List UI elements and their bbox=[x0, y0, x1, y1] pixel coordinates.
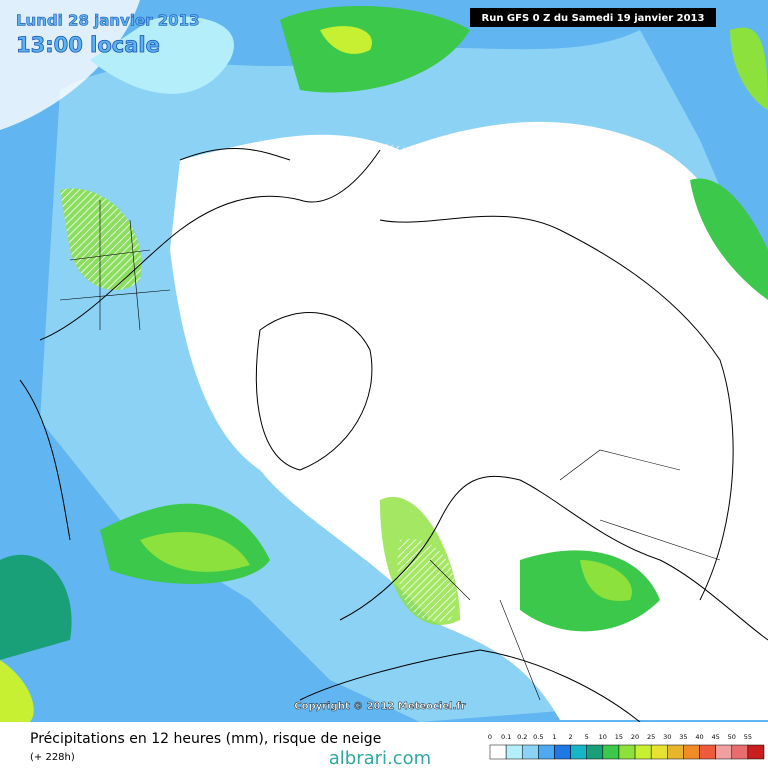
run-info: Run GFS 0 Z du Samedi 19 janvier 2013 bbox=[482, 13, 705, 24]
legend-swatch bbox=[634, 744, 652, 760]
rain-area bbox=[520, 550, 660, 632]
legend-label: 0.2 bbox=[517, 733, 527, 741]
rain-area bbox=[0, 660, 34, 722]
legend-swatch bbox=[554, 744, 571, 760]
copyright: Copyright © 2012 Meteociel.fr bbox=[294, 701, 465, 712]
legend-label: 45 bbox=[712, 733, 720, 741]
legend-swatch bbox=[618, 744, 636, 760]
legend-swatch bbox=[505, 744, 523, 760]
legend-label: 40 bbox=[695, 733, 703, 741]
rain-area bbox=[690, 178, 768, 300]
legend-swatch bbox=[538, 744, 555, 760]
legend-swatch bbox=[602, 744, 620, 760]
run-box bbox=[470, 8, 716, 27]
local-time: 13:00 locale bbox=[16, 33, 160, 57]
rain-area bbox=[140, 532, 250, 572]
rain-area bbox=[730, 27, 768, 111]
legend-label: 55 bbox=[744, 733, 752, 741]
dry-area bbox=[0, 0, 140, 130]
legend-swatch bbox=[650, 744, 668, 760]
precipitation-map bbox=[0, 0, 768, 722]
legend-swatch bbox=[586, 744, 604, 760]
legend-label: 50 bbox=[728, 733, 736, 741]
rain-area bbox=[90, 16, 234, 94]
legend-label: 35 bbox=[679, 733, 687, 741]
legend-swatch bbox=[667, 744, 684, 760]
legend-label: 30 bbox=[663, 733, 671, 741]
legend: 0 0.1 0.2 0.5 1 2 5 10 15 20 25 30 35 40 45 50 55 bbox=[488, 733, 765, 760]
rain-area bbox=[580, 560, 632, 601]
coastlines bbox=[19, 148, 768, 722]
legend-swatch bbox=[683, 744, 700, 760]
legend-label: 2 bbox=[569, 733, 573, 741]
legend-label: 10 bbox=[599, 733, 607, 741]
snow-risk bbox=[60, 137, 552, 622]
legend-label: 1 bbox=[552, 733, 556, 741]
legend-swatch bbox=[489, 744, 507, 760]
lead-time: (+ 228h) bbox=[30, 752, 75, 763]
watermark: albrari.com bbox=[329, 748, 431, 768]
legend-label: 15 bbox=[615, 733, 623, 741]
rain-area bbox=[0, 554, 72, 660]
rain-area bbox=[280, 6, 470, 93]
legend-swatch bbox=[715, 744, 733, 760]
footer-title: Précipitations en 12 heures (mm), risque… bbox=[30, 731, 381, 747]
legend-swatch bbox=[747, 744, 765, 760]
rain-area bbox=[320, 26, 372, 54]
legend-swatch bbox=[699, 744, 716, 760]
legend-label: 20 bbox=[631, 733, 639, 741]
legend-swatch bbox=[521, 744, 539, 760]
legend-label: 0.1 bbox=[501, 733, 511, 741]
legend-label: 0 bbox=[488, 733, 492, 741]
legend-label: 5 bbox=[585, 733, 589, 741]
legend-label: 25 bbox=[647, 733, 655, 741]
legend-swatch bbox=[731, 744, 749, 760]
legend-swatch bbox=[570, 744, 587, 760]
valid-date: Lundi 28 janvier 2013 bbox=[16, 12, 200, 30]
borders bbox=[59, 200, 721, 701]
legend-label: 0.5 bbox=[533, 733, 543, 741]
